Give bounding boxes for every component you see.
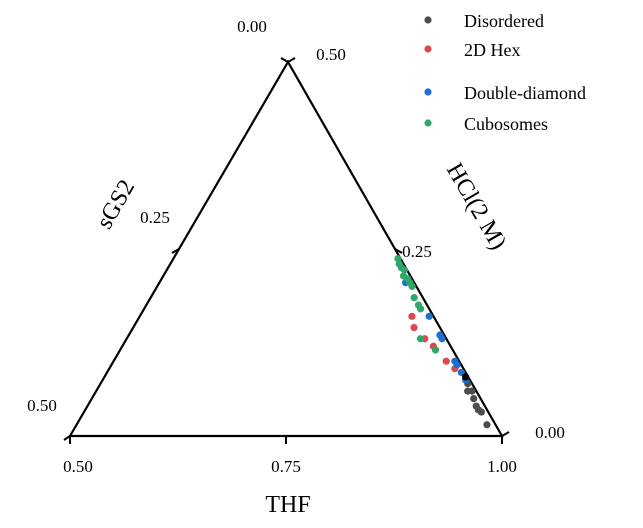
left-tick-label: 0.50 bbox=[27, 396, 57, 415]
point-disordered bbox=[483, 421, 491, 429]
tick-group: 0.50 0.75 1.00 0.50 0.25 0.00 0.00 0.25 0.50 bbox=[27, 17, 565, 476]
bottom-tick-label: 0.75 bbox=[271, 457, 301, 476]
point-double-diamond bbox=[438, 335, 446, 343]
point-cubosomes bbox=[417, 305, 425, 313]
point-double-diamond bbox=[453, 361, 461, 369]
legend-label-double-diamond: Double-diamond bbox=[464, 83, 586, 103]
point-cubosomes bbox=[431, 346, 440, 354]
right-tick-mark bbox=[394, 248, 403, 254]
legend-item-2d-hex: 2D Hex bbox=[424, 40, 521, 60]
point-2d-hex bbox=[408, 312, 416, 320]
data-points bbox=[394, 255, 491, 429]
legend-marker-cubosomes bbox=[424, 119, 432, 127]
point-cubosomes bbox=[400, 266, 408, 274]
legend-marker-2d-hex bbox=[424, 45, 432, 53]
left-tick-mark bbox=[171, 248, 180, 254]
point-disordered bbox=[468, 387, 476, 395]
ternary-triangle bbox=[68, 59, 504, 438]
right-axis-title: HCl(2 M) bbox=[441, 159, 511, 255]
left-tick-label: 0.25 bbox=[140, 208, 170, 227]
point-disordered bbox=[477, 408, 485, 416]
legend: Disordered 2D Hex Double-diamond Cubosom… bbox=[424, 11, 586, 134]
point-unlabeled bbox=[462, 373, 470, 381]
right-tick-label: 0.50 bbox=[316, 45, 346, 64]
bottom-tick-label: 0.50 bbox=[63, 457, 93, 476]
right-tick-label: 0.25 bbox=[402, 242, 432, 261]
legend-label-2d-hex: 2D Hex bbox=[464, 40, 521, 60]
left-tick-mark bbox=[280, 57, 289, 63]
point-double-diamond bbox=[457, 368, 465, 377]
legend-marker-disordered bbox=[424, 16, 432, 24]
right-tick-mark bbox=[501, 431, 510, 437]
right-tick-mark bbox=[287, 57, 296, 63]
bottom-axis-title: THF bbox=[265, 492, 310, 518]
left-tick-mark bbox=[63, 435, 71, 441]
point-2d-hex bbox=[410, 323, 418, 332]
left-tick-label: 0.00 bbox=[237, 17, 267, 36]
bottom-tick-label: 1.00 bbox=[487, 457, 517, 476]
legend-marker-double-diamond bbox=[424, 88, 432, 96]
point-disordered bbox=[470, 395, 478, 403]
legend-label-cubosomes: Cubosomes bbox=[464, 114, 548, 134]
legend-item-cubosomes: Cubosomes bbox=[424, 114, 548, 134]
legend-label-disordered: Disordered bbox=[464, 11, 544, 31]
point-cubosomes bbox=[408, 282, 416, 290]
left-axis-title: sGS2 bbox=[92, 175, 141, 233]
right-tick-label: 0.00 bbox=[535, 423, 565, 442]
point-2d-hex bbox=[442, 357, 450, 365]
point-cubosomes bbox=[410, 294, 418, 302]
ternary-frame bbox=[68, 59, 504, 438]
point-double-diamond bbox=[425, 312, 433, 320]
legend-item-double-diamond: Double-diamond bbox=[424, 83, 586, 103]
legend-item-disordered: Disordered bbox=[424, 11, 544, 31]
point-cubosomes bbox=[416, 335, 425, 343]
